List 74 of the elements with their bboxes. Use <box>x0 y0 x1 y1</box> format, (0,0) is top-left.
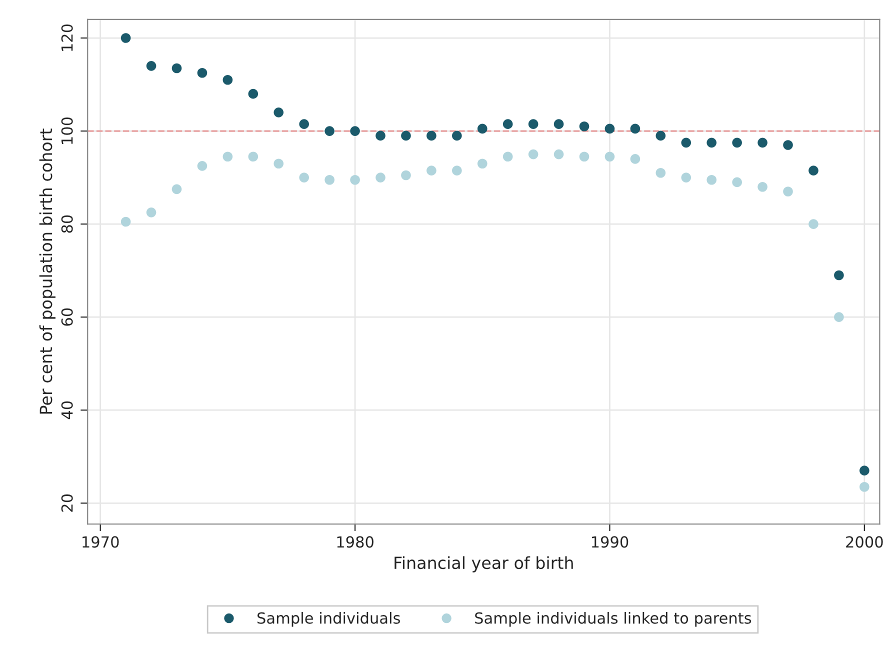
point <box>860 482 870 492</box>
point <box>528 149 538 160</box>
point <box>324 126 334 136</box>
point <box>554 119 564 129</box>
legend-label: Sample individuals linked to parents <box>475 612 752 627</box>
point <box>350 174 360 185</box>
point <box>630 124 640 134</box>
point <box>172 184 182 194</box>
point <box>248 152 258 162</box>
y-tick-label: 60 <box>61 308 73 326</box>
y-tick-label: 100 <box>61 117 73 144</box>
point <box>299 172 310 182</box>
point <box>783 140 793 150</box>
point <box>376 172 386 182</box>
point <box>248 88 258 99</box>
point <box>758 182 768 192</box>
point <box>452 130 462 141</box>
point <box>656 168 666 178</box>
point <box>554 149 564 160</box>
point <box>477 124 488 134</box>
point <box>426 130 436 141</box>
point <box>401 170 411 180</box>
point <box>706 174 717 185</box>
point <box>146 208 156 218</box>
point <box>783 186 793 196</box>
point <box>120 33 131 43</box>
point <box>579 121 590 132</box>
x-tick-label: 1970 <box>82 536 119 548</box>
point <box>732 177 742 188</box>
point <box>528 119 538 129</box>
point <box>808 166 818 176</box>
point <box>758 138 768 148</box>
y-axis-title: Per cent of population birth cohort <box>39 128 56 414</box>
point <box>120 216 131 227</box>
y-tick-label: 20 <box>61 494 73 512</box>
point <box>350 126 360 136</box>
point <box>656 130 666 141</box>
point <box>324 174 334 185</box>
x-tick-label: 2000 <box>846 536 883 548</box>
point <box>274 108 284 118</box>
point <box>172 63 182 74</box>
point <box>452 166 462 176</box>
point <box>502 119 513 129</box>
point <box>681 172 692 182</box>
point <box>681 138 692 148</box>
point <box>834 270 844 280</box>
point <box>426 166 436 176</box>
x-axis-title: Financial year of birth <box>394 556 573 572</box>
point <box>299 119 310 129</box>
point <box>197 161 208 171</box>
x-tick-label: 1980 <box>337 536 374 548</box>
point <box>274 158 284 169</box>
point <box>222 74 233 85</box>
point <box>477 158 488 169</box>
legend-label: Sample individuals <box>257 612 400 627</box>
x-tick-label: 1990 <box>592 536 628 548</box>
point <box>579 152 590 162</box>
point <box>860 466 870 476</box>
point <box>808 219 818 229</box>
point <box>376 130 386 141</box>
point <box>706 138 717 148</box>
point <box>834 312 844 322</box>
y-tick-label: 120 <box>61 24 73 51</box>
point <box>604 124 615 134</box>
point <box>222 152 233 162</box>
point <box>630 154 640 164</box>
point <box>604 152 615 162</box>
point <box>401 130 411 141</box>
y-tick-label: 40 <box>61 401 73 420</box>
point <box>502 152 513 162</box>
y-tick-label: 80 <box>61 215 73 233</box>
point <box>197 68 208 78</box>
point <box>732 138 742 148</box>
point <box>146 61 156 71</box>
